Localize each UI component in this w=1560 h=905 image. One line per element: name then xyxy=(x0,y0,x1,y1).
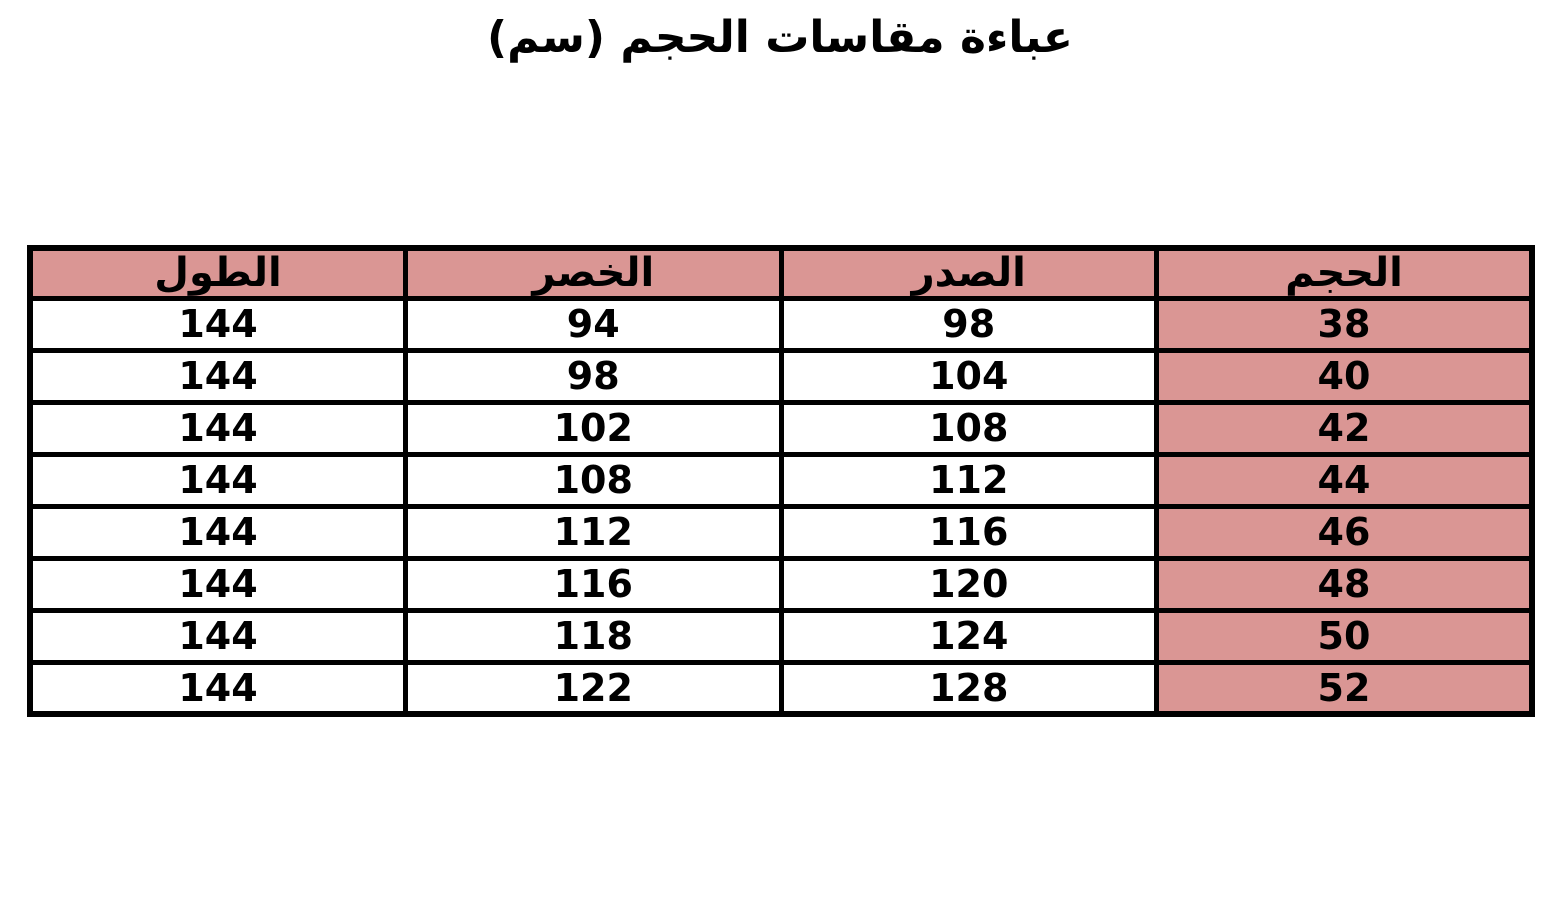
size-cell: 38 xyxy=(1154,295,1535,353)
waist-cell: 94 xyxy=(403,295,784,353)
waist-cell: 102 xyxy=(403,399,784,457)
waist-cell: 122 xyxy=(403,659,784,717)
table-row: 52 128 122 144 xyxy=(27,659,1535,717)
chest-cell: 116 xyxy=(778,503,1159,561)
table-row: 50 124 118 144 xyxy=(27,607,1535,665)
chest-cell: 112 xyxy=(778,451,1159,509)
table-row: 44 112 108 144 xyxy=(27,451,1535,509)
length-cell: 144 xyxy=(27,451,408,509)
table-row: 48 120 116 144 xyxy=(27,555,1535,613)
waist-cell: 108 xyxy=(403,451,784,509)
chest-cell: 124 xyxy=(778,607,1159,665)
length-cell: 144 xyxy=(27,659,408,717)
waist-cell: 112 xyxy=(403,503,784,561)
column-header-waist: الخصر xyxy=(403,245,784,301)
table-row: 40 104 98 144 xyxy=(27,347,1535,405)
length-cell: 144 xyxy=(27,399,408,457)
waist-cell: 118 xyxy=(403,607,784,665)
table-header: الحجم الصدر الخصر الطول xyxy=(27,245,1535,301)
size-cell: 46 xyxy=(1154,503,1535,561)
waist-cell: 98 xyxy=(403,347,784,405)
chest-cell: 108 xyxy=(778,399,1159,457)
column-header-size: الحجم xyxy=(1154,245,1535,301)
chest-cell: 104 xyxy=(778,347,1159,405)
chest-cell: 120 xyxy=(778,555,1159,613)
table-row: 42 108 102 144 xyxy=(27,399,1535,457)
waist-cell: 116 xyxy=(403,555,784,613)
size-cell: 42 xyxy=(1154,399,1535,457)
page-title: عباءة مقاسات الحجم (سم) xyxy=(487,12,1073,63)
table-body: 38 98 94 144 40 104 98 144 42 108 102 14… xyxy=(27,295,1535,717)
length-cell: 144 xyxy=(27,347,408,405)
length-cell: 144 xyxy=(27,607,408,665)
column-header-chest: الصدر xyxy=(778,245,1159,301)
table-row: 46 116 112 144 xyxy=(27,503,1535,561)
header-row: الحجم الصدر الخصر الطول xyxy=(27,245,1535,301)
chest-cell: 128 xyxy=(778,659,1159,717)
length-cell: 144 xyxy=(27,295,408,353)
table-row: 38 98 94 144 xyxy=(27,295,1535,353)
length-cell: 144 xyxy=(27,555,408,613)
size-cell: 50 xyxy=(1154,607,1535,665)
chest-cell: 98 xyxy=(778,295,1159,353)
size-cell: 48 xyxy=(1154,555,1535,613)
size-cell: 40 xyxy=(1154,347,1535,405)
size-cell: 52 xyxy=(1154,659,1535,717)
length-cell: 144 xyxy=(27,503,408,561)
column-header-length: الطول xyxy=(27,245,408,301)
size-cell: 44 xyxy=(1154,451,1535,509)
size-chart-table: الحجم الصدر الخصر الطول 38 98 94 144 40 … xyxy=(27,245,1535,717)
